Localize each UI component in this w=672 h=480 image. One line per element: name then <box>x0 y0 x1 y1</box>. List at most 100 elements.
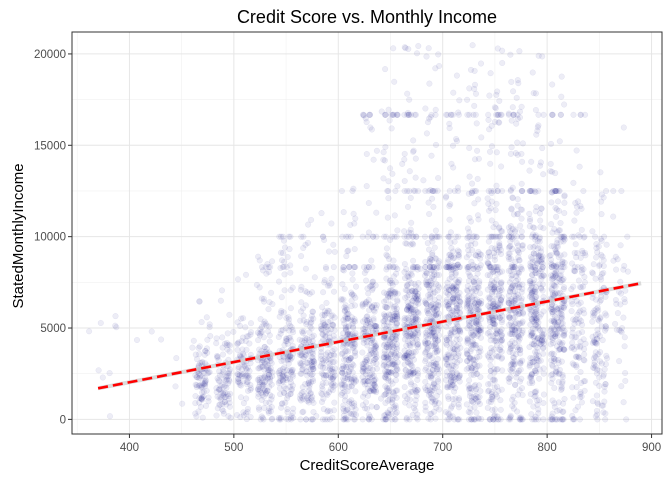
scatter-point <box>516 346 524 353</box>
scatter-point <box>225 341 232 348</box>
scatter-point <box>532 90 539 97</box>
scatter-point <box>265 368 272 376</box>
scatter-point <box>349 276 356 283</box>
scatter-point <box>265 371 273 378</box>
scatter-point <box>238 371 245 378</box>
scatter-point <box>198 395 205 402</box>
scatter-point <box>434 376 441 383</box>
scatter-point <box>225 372 232 379</box>
scatter-point <box>308 316 315 323</box>
scatter-point <box>189 344 196 351</box>
scatter-point <box>579 328 586 336</box>
scatter-point <box>237 414 244 421</box>
scatter-point <box>597 169 604 176</box>
scatter-point <box>309 358 316 366</box>
scatter-point <box>485 294 492 301</box>
scatter-point <box>99 374 106 381</box>
scatter-point <box>486 148 494 155</box>
scatter-point <box>554 229 561 236</box>
scatter-point <box>390 45 397 52</box>
scatter-point <box>406 96 413 103</box>
scatter-point <box>265 371 272 378</box>
scatter-point <box>570 111 577 118</box>
scatter-point <box>284 406 291 413</box>
scatter-point <box>360 112 367 119</box>
scatter-point <box>197 359 204 366</box>
scatter-point <box>287 269 294 276</box>
scatter-point <box>320 406 327 413</box>
scatter-point <box>538 285 545 292</box>
scatter-point <box>198 395 205 402</box>
scatter-point <box>532 348 539 356</box>
scatter-point <box>220 390 227 398</box>
scatter-point <box>261 366 268 373</box>
scatter-point <box>518 385 526 392</box>
scatter-point <box>382 66 389 73</box>
scatter-point <box>218 287 226 294</box>
scatter-point <box>534 362 541 369</box>
scatter-point <box>259 379 266 386</box>
scatter-point <box>512 382 519 389</box>
scatter-point <box>442 340 450 347</box>
scatter-point <box>449 142 457 149</box>
scatter-point <box>219 371 226 378</box>
scatter-point <box>394 366 401 373</box>
scatter-point <box>369 380 377 387</box>
scatter-point <box>370 341 377 348</box>
scatter-point <box>512 226 519 233</box>
scatter-point <box>286 383 293 390</box>
scatter-point <box>240 412 247 419</box>
scatter-point <box>497 416 504 423</box>
scatter-point <box>475 306 483 313</box>
scatter-point <box>454 184 462 191</box>
scatter-point <box>306 357 314 364</box>
scatter-point <box>260 295 267 302</box>
scatter-point <box>244 405 251 412</box>
scatter-point <box>343 253 350 260</box>
scatter-point <box>349 187 356 195</box>
scatter-point <box>297 361 304 368</box>
scatter-point <box>281 244 289 251</box>
scatter-point <box>275 369 282 377</box>
scatter-point <box>613 266 620 273</box>
scatter-point <box>526 380 533 387</box>
scatter-point <box>454 371 461 378</box>
scatter-point <box>507 413 514 421</box>
scatter-point <box>491 104 498 111</box>
scatter-point <box>223 393 230 400</box>
scatter-point <box>279 373 286 380</box>
scatter-point <box>420 177 427 184</box>
scatter-point <box>300 233 307 240</box>
scatter-point <box>302 335 309 342</box>
scatter-point <box>573 374 581 382</box>
scatter-point <box>224 330 231 337</box>
scatter-point <box>219 400 226 408</box>
scatter-point <box>221 394 228 401</box>
scatter-point <box>299 330 306 337</box>
scatter-point <box>206 321 213 328</box>
scatter-point <box>414 366 421 373</box>
scatter-point <box>514 139 521 146</box>
scatter-point <box>276 233 283 240</box>
scatter-point <box>282 338 289 345</box>
scatter-point <box>391 78 398 85</box>
scatter-point <box>536 375 543 382</box>
scatter-point <box>514 408 521 415</box>
scatter-point <box>338 187 345 195</box>
scatter-point <box>378 108 385 115</box>
scatter-point <box>551 282 558 289</box>
scatter-point <box>217 396 224 403</box>
scatter-point <box>278 400 285 407</box>
scatter-point <box>200 388 207 395</box>
scatter-point <box>345 233 352 240</box>
scatter-point <box>535 410 542 417</box>
scatter-point <box>106 370 113 377</box>
scatter-point <box>361 316 369 323</box>
scatter-point <box>547 140 555 147</box>
scatter-point <box>204 349 211 356</box>
scatter-point <box>489 269 496 276</box>
scatter-point <box>308 312 315 319</box>
scatter-point <box>602 416 609 423</box>
scatter-point <box>287 337 294 344</box>
scatter-point <box>304 359 311 367</box>
